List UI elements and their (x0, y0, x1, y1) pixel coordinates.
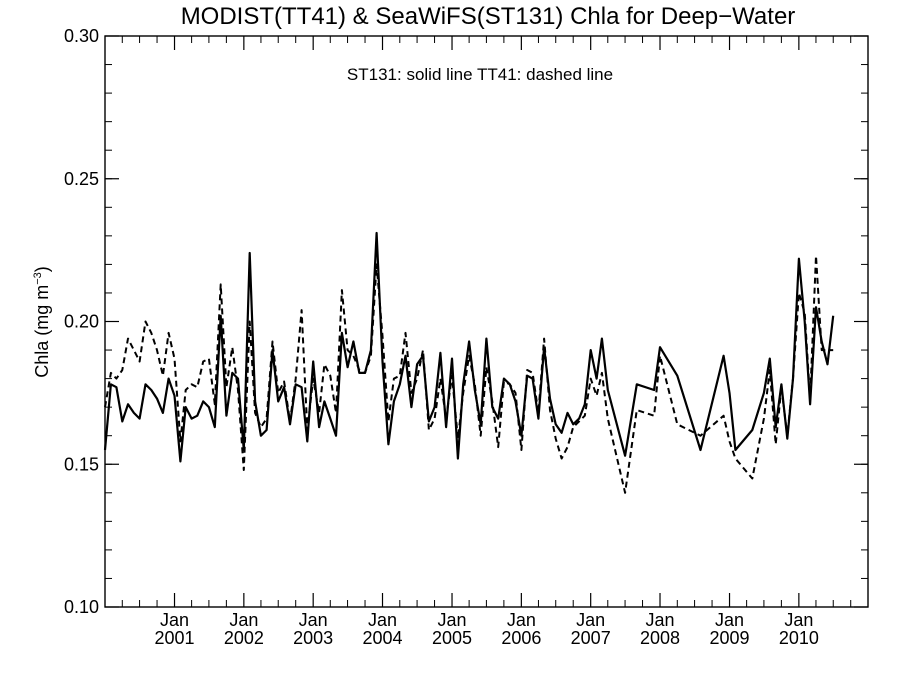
series-layer (103, 231, 835, 494)
axis-ticks: 0.100.150.200.250.30Jan2001Jan2002Jan200… (64, 26, 868, 648)
series-annotation: ST131: solid line TT41: dashed line (347, 65, 613, 84)
series-line-st131 (103, 231, 835, 463)
y-axis-label-superscript: −3 (32, 272, 44, 285)
x-tick-label-month-9: Jan (784, 610, 813, 630)
y-tick-label-0: 0.10 (64, 597, 99, 617)
x-tick-label-month-8: Jan (715, 610, 744, 630)
y-tick-label-2: 0.20 (64, 312, 99, 332)
series-line-tt41 (104, 254, 834, 494)
y-tick-label-3: 0.25 (64, 169, 99, 189)
x-tick-label-month-4: Jan (438, 610, 467, 630)
x-tick-label-year-8: 2009 (710, 628, 750, 648)
y-axis-label: Chla (mg m−3) (32, 266, 52, 378)
x-tick-label-month-1: Jan (229, 610, 258, 630)
chart-title: MODIST(TT41) & SeaWiFS(ST131) Chla for D… (181, 3, 796, 30)
x-tick-label-year-2: 2003 (293, 628, 333, 648)
x-tick-label-year-1: 2002 (224, 628, 264, 648)
y-axis-label-close: ) (32, 266, 52, 272)
y-tick-label-4: 0.30 (64, 26, 99, 46)
x-tick-label-year-9: 2010 (779, 628, 819, 648)
x-tick-label-year-0: 2001 (154, 628, 194, 648)
x-tick-label-month-6: Jan (576, 610, 605, 630)
x-tick-label-month-7: Jan (645, 610, 674, 630)
y-axis-label-text: Chla (mg m (32, 285, 52, 378)
y-tick-label-1: 0.15 (64, 454, 99, 474)
x-tick-label-year-4: 2005 (432, 628, 472, 648)
x-tick-label-year-3: 2004 (362, 628, 402, 648)
x-tick-label-month-3: Jan (368, 610, 397, 630)
x-tick-label-year-7: 2008 (640, 628, 680, 648)
x-tick-label-year-6: 2007 (571, 628, 611, 648)
x-tick-label-year-5: 2006 (501, 628, 541, 648)
x-tick-label-month-5: Jan (507, 610, 536, 630)
svg-text:Chla (mg m−3): Chla (mg m−3) (32, 266, 52, 378)
x-tick-label-month-2: Jan (299, 610, 328, 630)
x-tick-label-month-0: Jan (160, 610, 189, 630)
